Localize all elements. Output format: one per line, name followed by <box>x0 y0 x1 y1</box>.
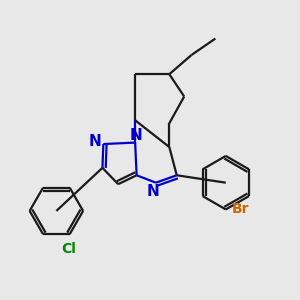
Text: N: N <box>147 184 159 199</box>
Text: Br: Br <box>232 202 249 216</box>
Text: N: N <box>88 134 101 148</box>
Text: Cl: Cl <box>61 242 76 256</box>
Text: N: N <box>129 128 142 142</box>
